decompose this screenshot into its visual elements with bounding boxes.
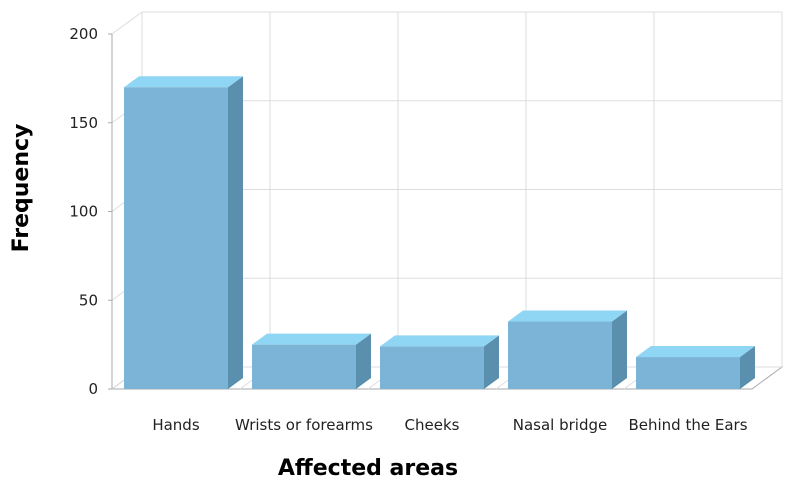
x-tick-label: Wrists or forearms (235, 416, 373, 434)
y-tick-label: 200 (69, 25, 98, 43)
x-tick-label: Nasal bridge (513, 416, 607, 434)
bar-front (380, 346, 484, 389)
y-axis-ticks: 0 50 100 150 200 (69, 25, 113, 398)
gridline-left-wall (111, 11, 143, 35)
bar-front (252, 344, 356, 389)
bar-side (484, 335, 499, 389)
y-tick-label: 150 (69, 114, 98, 132)
y-tick-label: 100 (69, 203, 98, 221)
x-axis-ticks: Hands Wrists or forearms Cheeks Nasal bridg… (152, 416, 747, 434)
bar-behind-the-ears (636, 346, 755, 389)
bar-side (356, 333, 371, 389)
x-tick-label: Cheeks (405, 416, 460, 434)
bar-hands (124, 76, 243, 389)
bar-top (508, 310, 627, 322)
bar-top (380, 335, 499, 347)
y-tick-label: 50 (79, 291, 98, 309)
bar-cheeks (380, 335, 499, 389)
x-tick-label: Behind the Ears (628, 416, 747, 434)
bar-side (740, 346, 755, 389)
bar-top (124, 76, 243, 88)
bar-front (636, 357, 740, 389)
y-tick-label: 0 (88, 380, 98, 398)
bar-side (228, 76, 243, 389)
x-axis-title: Affected areas (278, 456, 458, 481)
bars (124, 76, 755, 389)
bar-nasal-bridge (508, 310, 627, 389)
bar-wrists-or-forearms (252, 333, 371, 389)
bar-side (612, 310, 627, 389)
x-tick-label: Hands (152, 416, 199, 434)
bar-top (252, 333, 371, 345)
bar-top (636, 346, 755, 358)
bar-front (124, 87, 228, 389)
bar-front (508, 321, 612, 389)
y-axis-title: Frequency (9, 124, 34, 253)
